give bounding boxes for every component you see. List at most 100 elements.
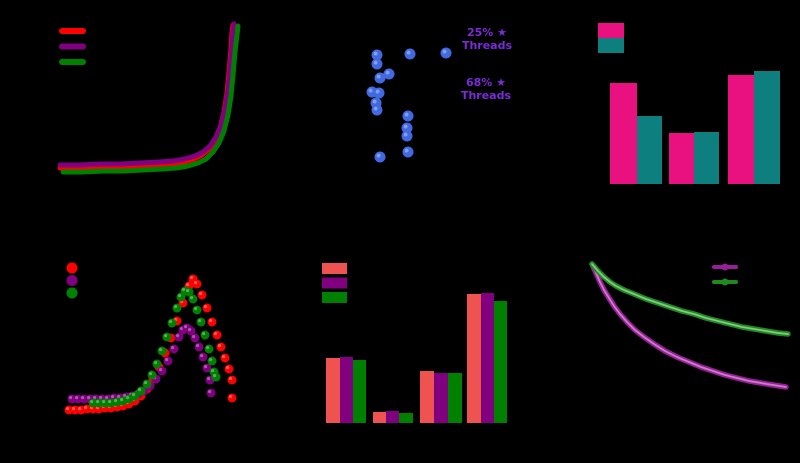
bottom-right-decay-lines (589, 261, 791, 390)
marker-highlight (190, 276, 194, 280)
top-middle-scatter-blue-points-marker (404, 48, 416, 60)
top-middle-scatter-blue-points-marker (373, 87, 385, 99)
legend-swatch (66, 275, 78, 286)
legend-swatch-dot (721, 278, 729, 286)
legend-swatch (322, 292, 347, 303)
marker-highlight (404, 112, 409, 117)
bottom-left-peak-scatter-red-marker (220, 353, 230, 363)
bottom-left-peak-scatter-green-marker (188, 294, 198, 304)
marker-highlight (144, 381, 148, 385)
marker-highlight (404, 148, 409, 153)
bottom-left-peak-scatter-purple-marker (186, 326, 196, 336)
top-right-grouped-bars (598, 23, 780, 184)
marker-highlight (182, 288, 186, 292)
bottom-middle-grouped-bars-purple-bar (386, 411, 399, 423)
marker-highlight (176, 334, 180, 338)
marker-highlight (132, 393, 136, 397)
marker-highlight (403, 132, 408, 137)
marker-highlight (174, 305, 178, 309)
legend-swatch (66, 287, 78, 299)
marker-highlight (209, 319, 213, 323)
bottom-left-peak-scatter-purple-marker (202, 363, 212, 373)
top-right-grouped-bars-pink-bar (728, 75, 754, 184)
bottom-left-peak-scatter-green-marker (136, 386, 146, 396)
bottom-left-peak-scatter-green-marker (211, 372, 221, 382)
marker-highlight (208, 390, 212, 394)
marker-highlight (105, 396, 109, 400)
bottom-middle-grouped-bars-green-bar (353, 360, 366, 423)
marker-highlight (204, 365, 208, 369)
bottom-left-peak-scatter-green-marker (157, 346, 167, 356)
marker-highlight (178, 294, 182, 298)
marker-highlight (96, 400, 100, 404)
bottom-right-decay-lines-green-line (589, 261, 791, 337)
bottom-left-peak-scatter-purple-marker (157, 366, 167, 376)
marker-highlight (66, 407, 70, 411)
top-middle-scatter-blue-points-marker (440, 47, 452, 59)
bottom-left-peak-scatter-red-marker (207, 317, 217, 327)
bottom-left-peak-scatter-green-marker (192, 305, 202, 315)
bottom-left-peak-scatter-green-marker (130, 391, 140, 401)
bottom-left-peak-scatter-red-marker (227, 393, 237, 403)
bottom-left-peak-scatter-red-marker (227, 375, 237, 385)
bottom-middle-grouped-bars-green-bar (448, 373, 462, 423)
top-middle-scatter-blue-points-marker (401, 130, 413, 142)
marker-highlight (207, 377, 211, 381)
marker-highlight (222, 355, 226, 359)
marker-highlight (102, 400, 106, 404)
top-right-grouped-bars-pink-bar (669, 133, 694, 184)
marker-highlight (211, 369, 215, 373)
legend-swatch (322, 277, 347, 289)
marker-highlight (196, 344, 200, 348)
bottom-middle-grouped-bars-salmon-red-bar (373, 412, 386, 423)
bottom-middle-grouped-bars-purple-bar (434, 373, 448, 423)
marker-highlight (154, 361, 158, 365)
bottom-left-peak-scatter-purple-marker (174, 332, 184, 342)
marker-highlight (171, 346, 175, 350)
bottom-left-peak-scatter-red-marker (224, 364, 234, 374)
marker-highlight (229, 395, 233, 399)
marker-highlight (159, 348, 163, 352)
bottom-middle-grouped-bars-salmon-red-bar (326, 358, 340, 423)
marker-highlight (180, 327, 184, 331)
top-right-grouped-bars-pink-bar (610, 83, 637, 184)
marker-highlight (184, 325, 188, 329)
bottom-left-peak-scatter-purple-marker (198, 352, 208, 362)
marker-highlight (206, 346, 210, 350)
marker-highlight (373, 51, 378, 56)
marker-highlight (93, 396, 97, 400)
bottom-left-peak-scatter-green-marker (147, 370, 157, 380)
bottom-left-peak-scatter-red-marker (202, 303, 212, 313)
marker-highlight (406, 50, 411, 55)
marker-highlight (164, 334, 168, 338)
bottom-left-peak-scatter-red-marker (197, 290, 207, 300)
marker-highlight (186, 289, 190, 293)
top-middle-scatter-blue-points-marker (383, 68, 395, 80)
legend-swatch (59, 28, 86, 34)
marker-highlight (72, 407, 76, 411)
bottom-left-peak-scatter-green-marker (152, 359, 162, 369)
legend-swatch (598, 23, 624, 38)
marker-highlight (202, 332, 206, 336)
top-right-grouped-bars-teal-bar (694, 132, 719, 184)
marker-highlight (373, 60, 378, 65)
marker-highlight (218, 344, 222, 348)
marker-highlight (90, 400, 94, 404)
bottom-left-peak-scatter-green-marker (162, 332, 172, 342)
marker-highlight (213, 374, 217, 378)
marker-highlight (190, 296, 194, 300)
bottom-left-peak-scatter-purple-marker (194, 342, 204, 352)
marker-highlight (192, 335, 196, 339)
bottom-left-peak-scatter-purple-marker (206, 388, 216, 398)
marker-highlight (204, 305, 208, 309)
marker-highlight (149, 372, 153, 376)
bottom-left-peak-scatter-purple-marker (190, 333, 200, 343)
bottom-middle-grouped-bars-purple-bar (340, 357, 353, 423)
top-left-exponential-lines-green-line (60, 23, 241, 175)
marker-highlight (138, 388, 142, 392)
marker-highlight (165, 358, 169, 362)
marker-highlight (188, 328, 192, 332)
bottom-left-peak-scatter-green-marker (204, 344, 214, 354)
marker-highlight (373, 106, 378, 111)
